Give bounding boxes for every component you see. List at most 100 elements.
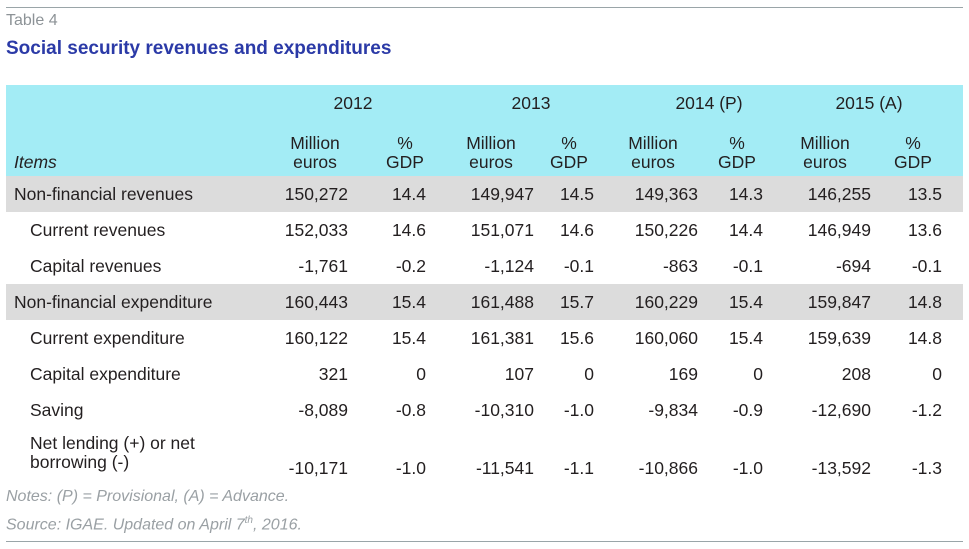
cell-million-euros: 160,060 <box>634 328 698 348</box>
cell-gdp-pct: 13.5 <box>907 184 942 204</box>
table-row: Current expenditure 160,122 15.4 161,381 15.… <box>6 320 963 356</box>
cell-million-euros: 150,226 <box>634 220 698 240</box>
cell-gdp-pct: -0.1 <box>732 256 763 276</box>
cell-million-euros: 160,229 <box>634 292 698 312</box>
table-row: Current revenues 152,033 14.6 151,071 14.6 15… <box>6 212 963 248</box>
cell-million-euros: -1,124 <box>484 256 534 276</box>
cell-million-euros: 150,272 <box>284 184 348 204</box>
cell-million-euros: -694 <box>835 256 871 276</box>
cell-gdp-pct: 14.5 <box>559 184 594 204</box>
cell-gdp-pct: 14.4 <box>391 184 426 204</box>
year-header-2012: 2012 <box>333 93 373 113</box>
cell-gdp-pct: -0.9 <box>732 400 763 420</box>
cell-million-euros: -11,541 <box>475 458 534 478</box>
cell-million-euros: 159,639 <box>807 328 871 348</box>
cell-gdp-pct: 0 <box>932 364 942 384</box>
unit-header-million: Million euros <box>628 133 678 172</box>
unit-header-gdp: % GDP <box>894 133 932 172</box>
cell-million-euros: 146,255 <box>807 184 871 204</box>
cell-million-euros: 160,443 <box>284 292 348 312</box>
row-label: Net lending (+) or net borrowing (-) <box>30 433 195 472</box>
cell-million-euros: 151,071 <box>470 220 534 240</box>
cell-million-euros: 321 <box>318 364 348 384</box>
year-header-2015: 2015 (A) <box>835 93 903 113</box>
unit-header-million: Million euros <box>290 133 340 172</box>
unit-header-gdp: % GDP <box>386 133 424 172</box>
cell-gdp-pct: -0.2 <box>395 256 426 276</box>
cell-gdp-pct: -0.8 <box>395 400 426 420</box>
cell-gdp-pct: -1.0 <box>563 400 594 420</box>
cell-gdp-pct: -1.3 <box>911 458 942 478</box>
cell-million-euros: -9,834 <box>648 400 698 420</box>
cell-gdp-pct: -0.1 <box>563 256 594 276</box>
cell-gdp-pct: 14.6 <box>559 220 594 240</box>
source-suffix: , 2016. <box>253 516 302 534</box>
cell-gdp-pct: 14.8 <box>907 328 942 348</box>
cell-gdp-pct: 14.3 <box>728 184 763 204</box>
cell-gdp-pct: 15.4 <box>728 292 763 312</box>
cell-million-euros: -863 <box>662 256 698 276</box>
cell-gdp-pct: 15.4 <box>728 328 763 348</box>
cell-million-euros: 160,122 <box>284 328 348 348</box>
header-units-row: Items Million euros % GDP Million euros … <box>6 128 963 176</box>
cell-million-euros: 107 <box>504 364 534 384</box>
cell-gdp-pct: 15.4 <box>391 292 426 312</box>
cell-million-euros: 208 <box>841 364 871 384</box>
table-row: Non-financial revenues 150,272 14.4 149,947… <box>6 176 963 212</box>
row-label: Capital revenues <box>30 256 162 276</box>
row-label: Capital expenditure <box>30 364 181 384</box>
row-label: Saving <box>30 400 84 420</box>
source-line: Source: IGAE. Updated on April 7th, 2016… <box>6 515 302 534</box>
cell-gdp-pct: 14.6 <box>391 220 426 240</box>
cell-million-euros: 149,363 <box>634 184 698 204</box>
cell-gdp-pct: 0 <box>753 364 763 384</box>
row-label: Non-financial expenditure <box>14 292 213 312</box>
cell-gdp-pct: -1.1 <box>563 458 594 478</box>
source-text: Source: IGAE. Updated on April 7 <box>6 516 245 534</box>
year-header-2013: 2013 <box>511 93 551 113</box>
row-label: Current expenditure <box>30 328 185 348</box>
cell-gdp-pct: -1.2 <box>911 400 942 420</box>
source-superscript: th <box>244 515 253 526</box>
cell-million-euros: -8,089 <box>298 400 348 420</box>
cell-million-euros: 146,949 <box>807 220 871 240</box>
data-table: 2012 2013 2014 (P) 2015 (A) Items Millio… <box>6 85 963 490</box>
row-label: Current revenues <box>30 220 166 240</box>
cell-million-euros: 152,033 <box>284 220 348 240</box>
cell-million-euros: -12,690 <box>811 400 871 420</box>
cell-million-euros: -1,761 <box>298 256 348 276</box>
cell-million-euros: 149,947 <box>470 184 534 204</box>
cell-gdp-pct: 15.6 <box>559 328 594 348</box>
table-row: Saving -8,089 -0.8 -10,310 -1.0 -9,834 -0.9 -12… <box>6 392 963 428</box>
cell-gdp-pct: -1.0 <box>732 458 763 478</box>
cell-gdp-pct: -1.0 <box>395 458 426 478</box>
cell-million-euros: -13,592 <box>811 458 871 478</box>
bottom-rule <box>6 541 963 542</box>
cell-million-euros: -10,866 <box>638 458 698 478</box>
notes-line: Notes: (P) = Provisional, (A) = Advance. <box>6 488 290 505</box>
cell-million-euros: -10,171 <box>288 458 348 478</box>
table-row: Capital expenditure 321 0 107 0 169 0 208 0 <box>6 356 963 392</box>
cell-gdp-pct: 15.7 <box>559 292 594 312</box>
row-label: Non-financial revenues <box>14 184 193 204</box>
table-row: Capital revenues -1,761 -0.2 -1,124 -0.1 -863… <box>6 248 963 284</box>
cell-gdp-pct: 15.4 <box>391 328 426 348</box>
cell-million-euros: 159,847 <box>807 292 871 312</box>
cell-gdp-pct: -0.1 <box>911 256 942 276</box>
top-rule <box>6 7 963 8</box>
unit-header-gdp: % GDP <box>550 133 588 172</box>
table-label: Table 4 <box>6 12 58 29</box>
cell-million-euros: 161,381 <box>470 328 534 348</box>
unit-header-million: Million euros <box>800 133 850 172</box>
cell-gdp-pct: 14.8 <box>907 292 942 312</box>
table-row: Net lending (+) or net borrowing (-) -10,… <box>6 428 963 490</box>
cell-gdp-pct: 14.4 <box>728 220 763 240</box>
header-years-row: 2012 2013 2014 (P) 2015 (A) <box>6 85 963 128</box>
items-header: Items <box>14 152 57 172</box>
year-header-2014: 2014 (P) <box>675 93 743 113</box>
cell-gdp-pct: 0 <box>584 364 594 384</box>
cell-gdp-pct: 13.6 <box>907 220 942 240</box>
cell-million-euros: -10,310 <box>474 400 534 420</box>
unit-header-million: Million euros <box>466 133 516 172</box>
cell-gdp-pct: 0 <box>416 364 426 384</box>
